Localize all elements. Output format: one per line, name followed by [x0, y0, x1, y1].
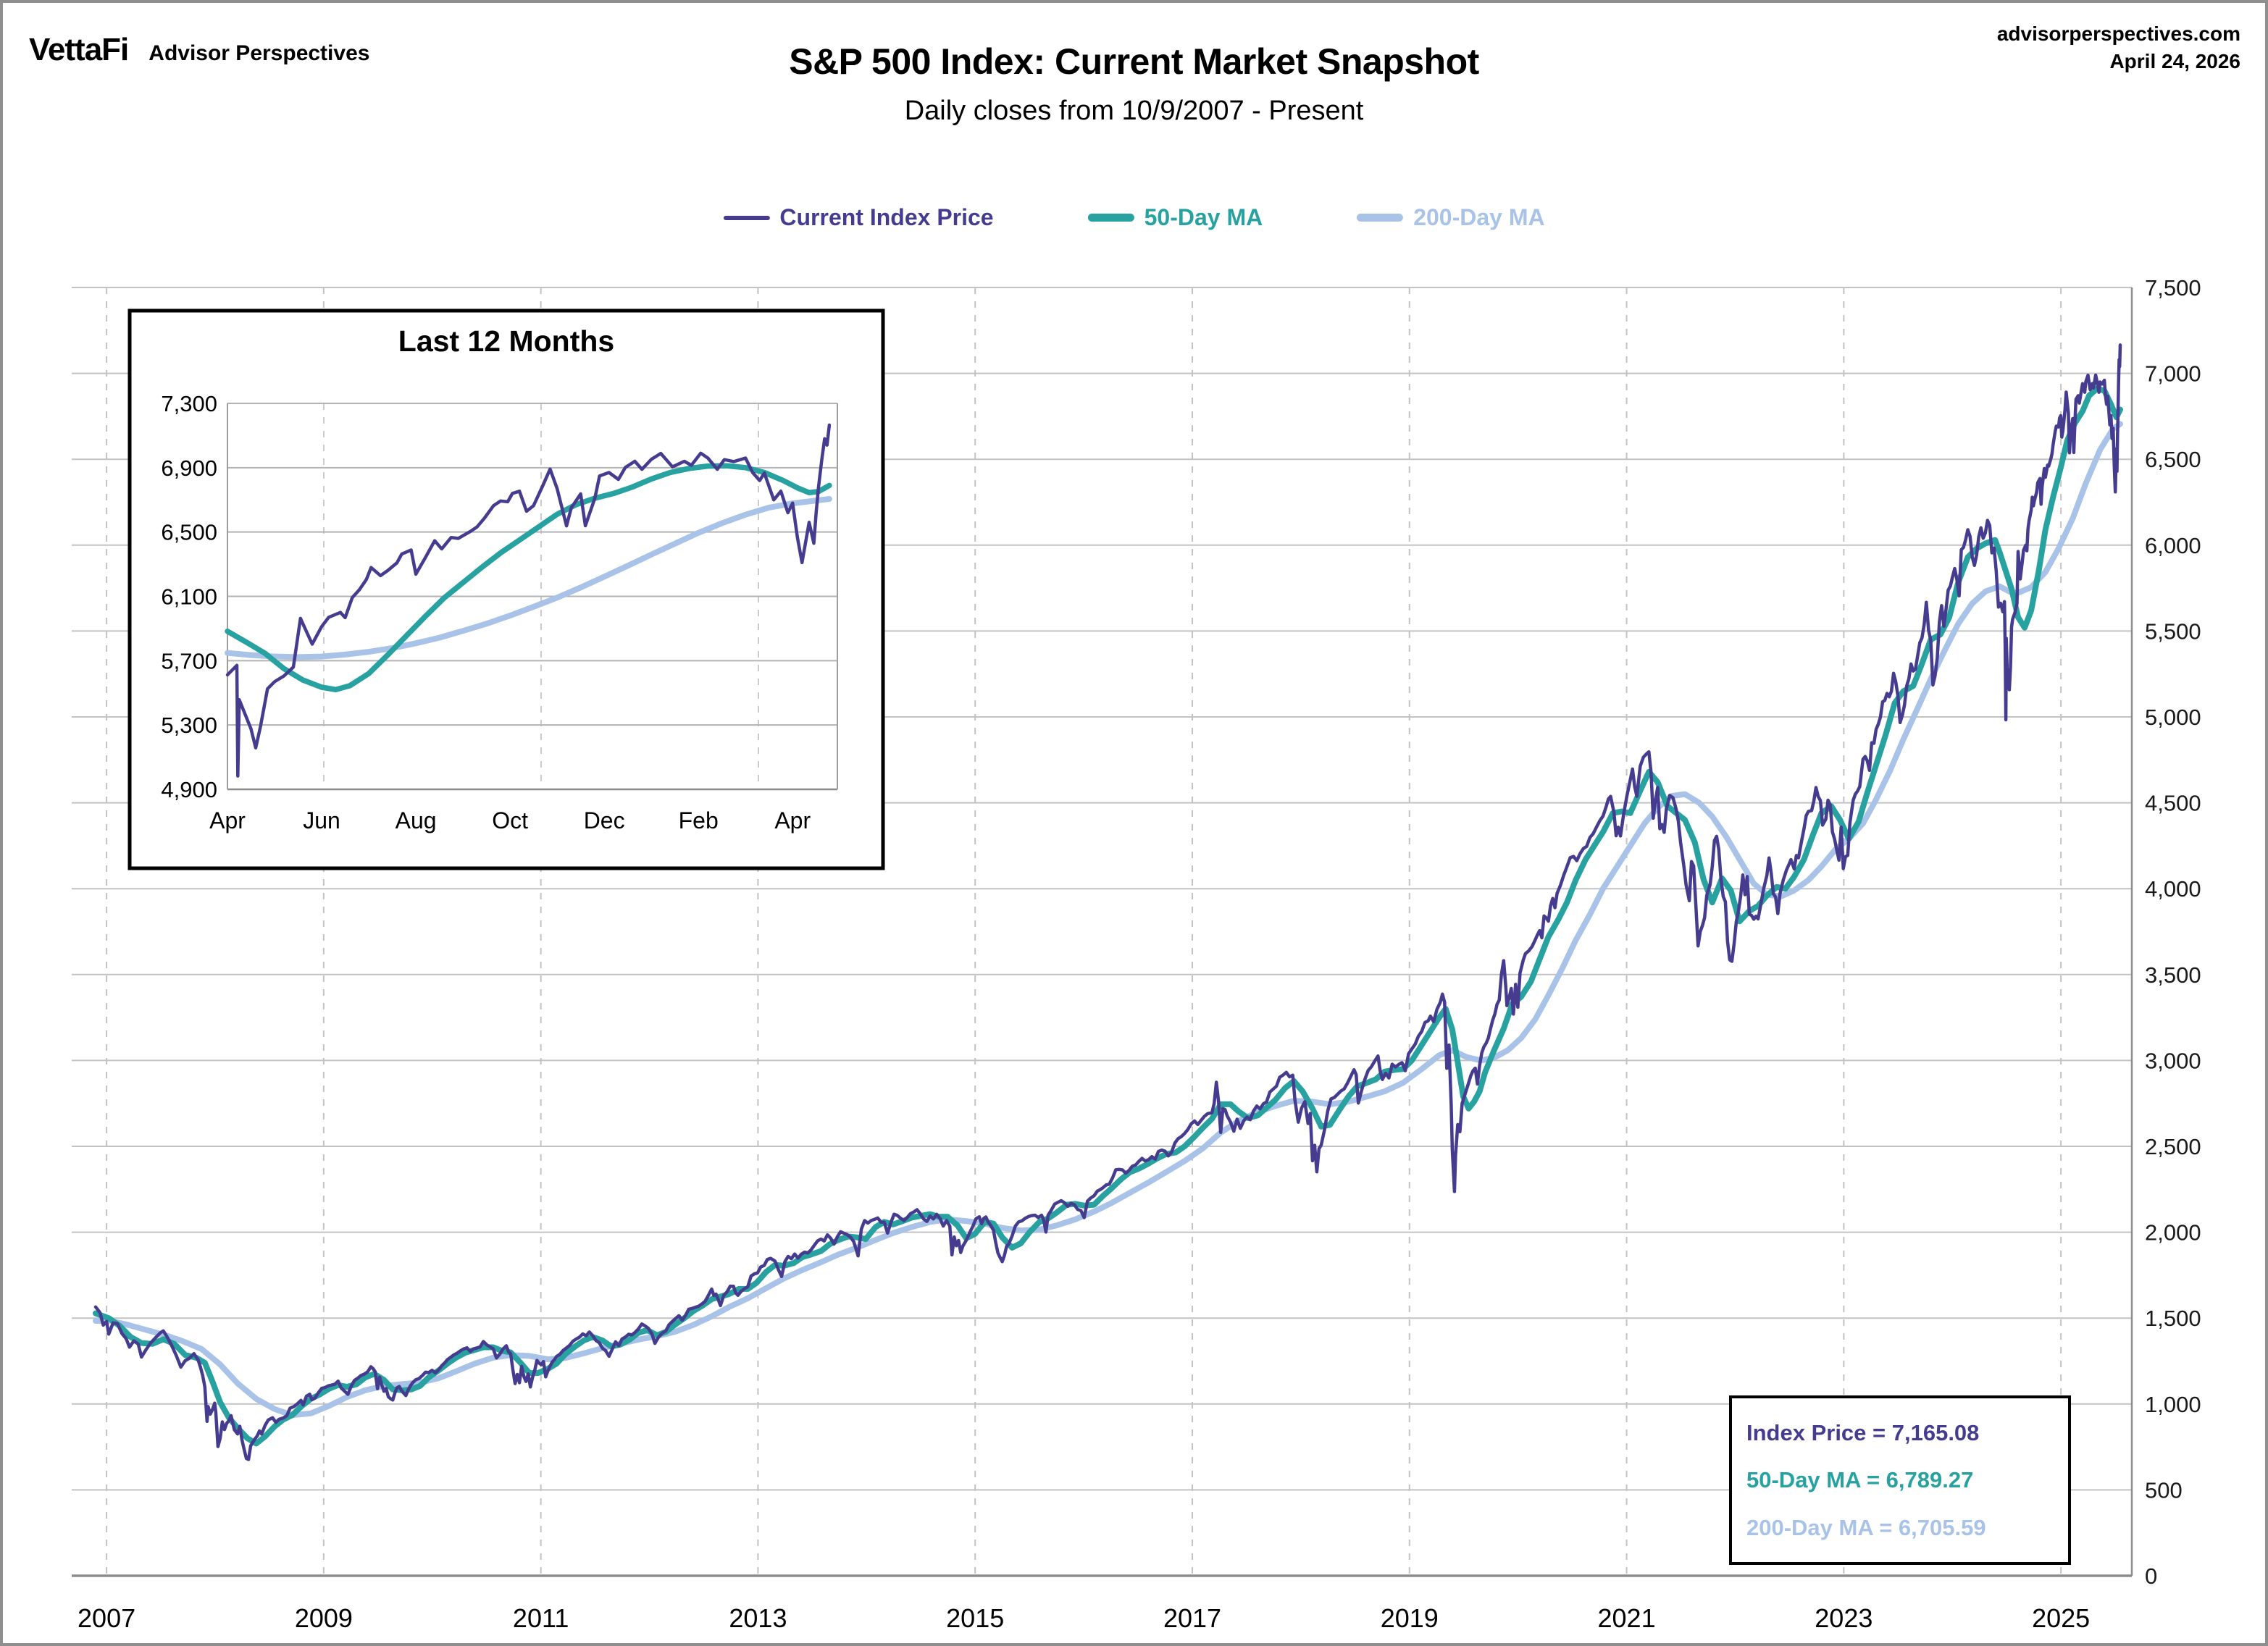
legend-item-0: Current Index Price — [723, 204, 994, 231]
inset-chart-group: 4,900 5,300 5,700 6,100 6,500 6,900 7,300 Apr Ju… — [127, 308, 885, 870]
inset-series-current-index-price — [225, 423, 832, 778]
main-y-axis-label: 6,500 — [2145, 447, 2201, 472]
info-line-1: 50-Day MA = 6,789.27 — [1746, 1467, 1974, 1492]
main-y-axis-label: 2,000 — [2145, 1220, 2201, 1246]
inset-y-axis-label: 6,900 — [161, 455, 217, 481]
inset-x-axis-label: Apr — [209, 807, 246, 834]
legend-label: 200-Day MA — [1413, 204, 1545, 230]
main-y-axis-label: 3,000 — [2145, 1048, 2201, 1073]
main-x-ax-label: 2011 — [513, 1603, 569, 1633]
chart-legend: Current Index Price 50-Day MA 200-Day MA — [723, 204, 1545, 231]
main-y-axis-label: 1,500 — [2145, 1306, 2201, 1331]
inset-y-axis-label: 6,500 — [161, 520, 217, 545]
page-title: S&P 500 Index: Current Market Snapshot — [789, 41, 1479, 82]
current-values-info-box: Index Price = 7,165.08 50-Day MA = 6,789.… — [1729, 1395, 2071, 1565]
main-x-ax-label: 2009 — [295, 1603, 353, 1633]
inset-x-axis-label: Apr — [774, 807, 811, 834]
legend-label: Current Index Price — [779, 204, 994, 230]
main-y-axis-label: 7,000 — [2145, 361, 2201, 387]
main-x-ax-label: 2023 — [1815, 1603, 1872, 1633]
advisor-perspectives-logo: Advisor Perspectives — [148, 41, 370, 65]
legend-line-swatch-icon — [723, 215, 770, 220]
main-y-axis-label: 6,000 — [2145, 533, 2201, 558]
inset-x-axis-label: Oct — [492, 807, 528, 834]
header-source: advisorperspectives.com April 24, 2026 — [1997, 20, 2240, 75]
main-x-ax-label: 2019 — [1381, 1603, 1439, 1633]
main-y-axis-label: 0 — [2145, 1563, 2157, 1589]
main-y-axis-label: 5,500 — [2145, 618, 2201, 644]
legend-item-2: 200-Day MA — [1357, 204, 1545, 231]
inset-series-200-day-ma — [225, 496, 832, 660]
main-y-axis-label: 2,500 — [2145, 1134, 2201, 1159]
main-y-axis-label: 7,500 — [2145, 275, 2201, 301]
report-date: April 24, 2026 — [2109, 50, 2240, 72]
inset-y-axis-label: 7,300 — [161, 391, 217, 416]
page-subtitle: Daily closes from 10/9/2007 - Present — [904, 96, 1364, 126]
main-y-axis-label: 4,500 — [2145, 791, 2201, 816]
main-series-50-day-ma — [93, 385, 2123, 1447]
legend-label: 50-Day MA — [1144, 204, 1263, 230]
header-logo: VettaFi Advisor Perspectives — [29, 32, 369, 68]
info-line-2: 200-Day MA = 6,705.59 — [1746, 1514, 1986, 1540]
main-chart-svg: 0 500 1,000 1,500 2,000 2,500 3,000 3,500 4,000 4… — [72, 275, 2201, 1633]
header-titles: S&P 500 Index: Current Market Snapshot D… — [3, 3, 2265, 127]
inset-x-axis-label: Aug — [396, 807, 437, 834]
main-y-axis-label: 4,000 — [2145, 876, 2201, 902]
main-x-ax-label: 2021 — [1598, 1603, 1656, 1633]
main-y-axis-label: 3,500 — [2145, 962, 2201, 988]
main-x-ax-label: 2025 — [2032, 1603, 2090, 1633]
info-line-0: Index Price = 7,165.08 — [1746, 1419, 1980, 1445]
site-url: advisorperspectives.com — [1996, 22, 2240, 45]
inset-y-axis-label: 5,300 — [161, 713, 217, 738]
vettafi-logo: VettaFi — [29, 32, 129, 67]
inset-y-axis-label: 5,700 — [161, 648, 217, 673]
main-series-current-index-price — [93, 343, 2122, 1461]
inset-y-axis-label: 4,900 — [161, 777, 217, 802]
inset-chart-title: Last 12 Months — [398, 324, 615, 358]
main-y-axis-label: 1,000 — [2145, 1392, 2201, 1417]
inset-box-border — [127, 308, 885, 870]
legend-item-1: 50-Day MA — [1087, 204, 1263, 231]
main-x-ax-label: 2015 — [946, 1603, 1004, 1633]
inset-x-axis-label: Dec — [584, 807, 625, 834]
inset-x-axis-label: Jun — [303, 807, 340, 834]
main-x-ax-label: 2017 — [1163, 1603, 1221, 1633]
main-y-axis-label: 5,000 — [2145, 705, 2201, 730]
legend-line-swatch-icon — [1357, 214, 1404, 222]
legend-line-swatch-icon — [1087, 214, 1134, 222]
inset-y-axis-label: 6,100 — [161, 584, 217, 610]
main-x-ax-label: 2007 — [78, 1603, 135, 1633]
main-y-axis-label: 500 — [2145, 1477, 2183, 1503]
inset-x-axis-label: Feb — [679, 807, 719, 834]
main-x-ax-label: 2013 — [729, 1603, 787, 1633]
